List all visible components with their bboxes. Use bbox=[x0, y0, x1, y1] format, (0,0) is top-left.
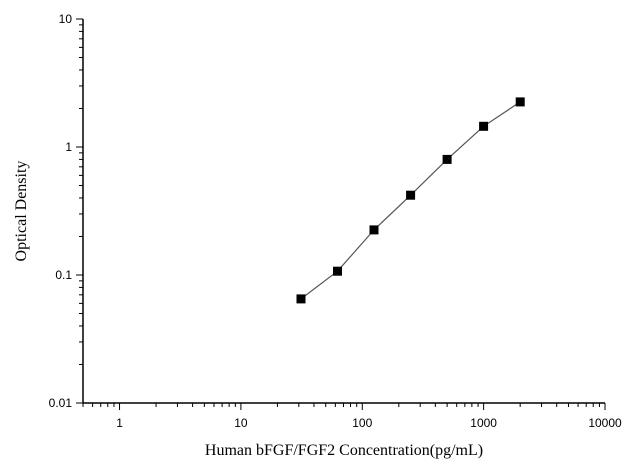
y-tick-label: 0.1 bbox=[55, 268, 72, 282]
data-point-marker bbox=[406, 190, 416, 200]
data-point-marker bbox=[442, 154, 452, 164]
x-axis-title: Human bFGF/FGF2 Concentration(pg/mL) bbox=[205, 442, 483, 459]
data-point-marker bbox=[296, 294, 306, 304]
data-point-marker bbox=[369, 225, 379, 235]
data-point-marker bbox=[333, 266, 342, 276]
x-tick-label: 10000 bbox=[588, 416, 622, 430]
y-tick-label: 0.01 bbox=[49, 396, 73, 410]
y-tick-label: 1 bbox=[65, 140, 72, 154]
y-tick-label: 10 bbox=[59, 12, 73, 26]
data-point-marker bbox=[515, 97, 525, 107]
x-tick-label: 1000 bbox=[470, 416, 497, 430]
data-point-marker bbox=[479, 121, 489, 131]
axes bbox=[82, 19, 605, 404]
series bbox=[296, 97, 525, 304]
x-tick-label: 100 bbox=[352, 416, 372, 430]
ticks: 1 10 100 1000 10000 0.01 0.1 1 10 bbox=[49, 12, 622, 430]
y-axis-title: Optical Density bbox=[13, 161, 30, 262]
x-tick-label: 1 bbox=[116, 416, 123, 430]
x-tick-label: 10 bbox=[234, 416, 248, 430]
